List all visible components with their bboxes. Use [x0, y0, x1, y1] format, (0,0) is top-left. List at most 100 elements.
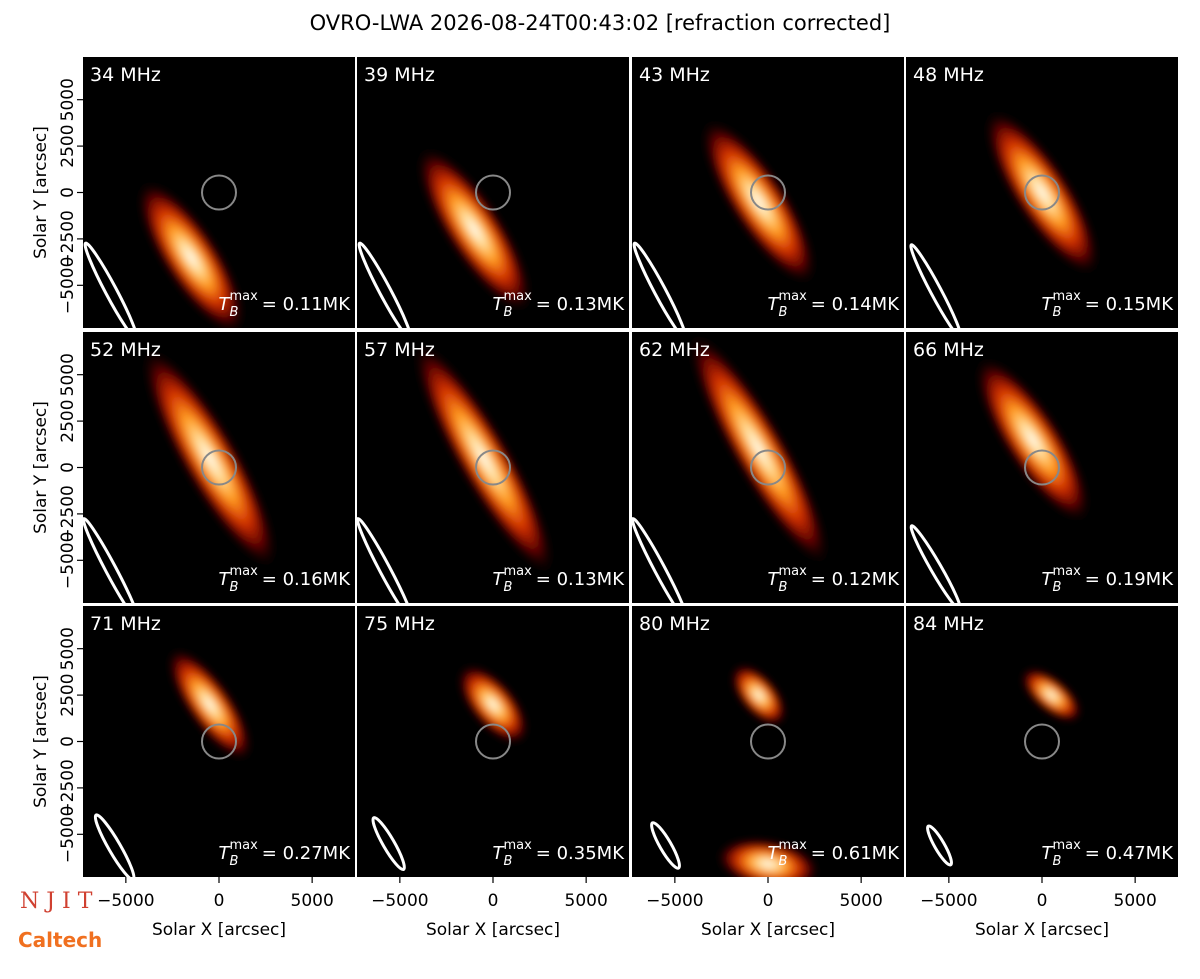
y-tick-label: 2500	[58, 399, 78, 442]
tmax-label: TBmax = 0.11MK	[219, 289, 352, 320]
frequency-label: 48 MHz	[913, 64, 984, 86]
x-tick-label: 5000	[565, 891, 608, 911]
tmax-symbol: T	[768, 843, 781, 864]
image	[357, 341, 555, 603]
solar-limb	[475, 449, 511, 486]
tmax-value: = 0.12MK	[811, 569, 900, 590]
y-tick-label: −5000	[58, 257, 78, 315]
tmax-label: TBmax = 0.13MK	[493, 564, 626, 595]
tmax-value: = 0.14MK	[811, 294, 900, 315]
beam	[83, 517, 140, 603]
tmax-symbol: T	[493, 569, 506, 590]
tmax-symbol: T	[768, 294, 781, 315]
solar-limb	[750, 174, 786, 211]
y-tick-label: 5000	[58, 353, 78, 396]
tmax-label: TBmax = 0.61MK	[768, 838, 901, 869]
tmax-sub: B	[779, 580, 788, 595]
image	[909, 109, 1100, 328]
solar-limb	[201, 174, 237, 211]
y-axis-label: Solar Y [arcsec]	[31, 126, 51, 259]
frequency-label: 62 MHz	[639, 339, 710, 361]
beam	[371, 816, 406, 872]
image	[632, 119, 817, 328]
y-tick-label: −5000	[58, 806, 78, 864]
tmax-sup: max	[503, 289, 532, 304]
tmax-sub: B	[230, 305, 239, 320]
panel: 71 MHz TBmax = 0.27MK	[83, 606, 355, 877]
y-tick-label: 2500	[58, 124, 78, 167]
image	[83, 347, 278, 603]
beam	[632, 241, 688, 328]
tmax-symbol: T	[1042, 843, 1055, 864]
solar-limb	[1024, 174, 1060, 211]
beam	[650, 821, 681, 870]
emission	[416, 146, 533, 313]
solar-limb	[750, 723, 786, 760]
emission	[457, 664, 529, 745]
tmax-value: = 0.13MK	[536, 294, 625, 315]
tmax-value: = 0.11MK	[262, 294, 351, 315]
y-tick-label: −2500	[58, 485, 78, 543]
panel: 48 MHz TBmax = 0.15MK	[906, 57, 1178, 328]
beam	[926, 824, 953, 867]
tmax-sub: B	[1053, 580, 1062, 595]
x-axis-label: Solar X [arcsec]	[975, 920, 1109, 940]
frequency-label: 84 MHz	[913, 613, 984, 635]
tmax-value: = 0.15MK	[1085, 294, 1174, 315]
y-tick-label: 0	[58, 187, 78, 198]
beam	[83, 241, 139, 328]
panel: 43 MHz TBmax = 0.14MK	[632, 57, 904, 328]
tmax-sup: max	[229, 564, 258, 579]
solar-limb	[1024, 723, 1060, 760]
frequency-label: 43 MHz	[639, 64, 710, 86]
x-tick-label: −5000	[371, 891, 429, 911]
x-tick-label: 5000	[1114, 891, 1157, 911]
image	[83, 174, 246, 328]
y-tick-label: −5000	[58, 532, 78, 590]
tmax-symbol: T	[1042, 294, 1055, 315]
x-tick-label: 5000	[291, 891, 334, 911]
tmax-sup: max	[229, 289, 258, 304]
tmax-value: = 0.35MK	[536, 843, 625, 864]
image	[371, 664, 529, 872]
tmax-symbol: T	[768, 569, 781, 590]
x-tick-label: 0	[214, 891, 225, 911]
panel: 57 MHz TBmax = 0.13MK	[357, 332, 629, 603]
image	[357, 146, 533, 328]
beam	[909, 524, 962, 603]
tmax-symbol: T	[219, 843, 232, 864]
logo-njit: N J I T	[20, 889, 93, 914]
emission	[716, 838, 820, 877]
panel: 66 MHz TBmax = 0.19MK	[906, 332, 1178, 603]
x-tick-label: 0	[1037, 891, 1048, 911]
frequency-label: 39 MHz	[364, 64, 435, 86]
emission	[137, 180, 246, 328]
tmax-symbol: T	[219, 294, 232, 315]
panel-background	[357, 606, 629, 877]
logo-caltech: Caltech	[18, 928, 102, 952]
tmax-sub: B	[230, 854, 239, 869]
tmax-sup: max	[778, 564, 807, 579]
panel-background	[632, 606, 904, 877]
tmax-sub: B	[1053, 305, 1062, 320]
emission	[687, 332, 830, 566]
panel: 62 MHz TBmax = 0.12MK	[632, 332, 904, 603]
panel: 80 MHz TBmax = 0.61MK	[632, 606, 904, 877]
y-axis-label: Solar Y [arcsec]	[31, 401, 51, 534]
panel: 75 MHz TBmax = 0.35MK	[357, 606, 629, 877]
panel: 34 MHz TBmax = 0.11MK	[83, 57, 355, 328]
panel: 84 MHz TBmax = 0.47MK	[906, 606, 1178, 877]
tmax-sup: max	[778, 289, 807, 304]
figure-title: OVRO-LWA 2026-08-24T00:43:02 [refraction…	[310, 11, 891, 35]
x-axis-label: Solar X [arcsec]	[426, 920, 560, 940]
tmax-sub: B	[779, 854, 788, 869]
frequency-label: 75 MHz	[364, 613, 435, 635]
x-tick-label: −5000	[646, 891, 704, 911]
beam	[357, 241, 413, 328]
y-tick-label: −2500	[58, 210, 78, 268]
tmax-value: = 0.47MK	[1085, 843, 1174, 864]
tmax-value: = 0.19MK	[1085, 569, 1174, 590]
solar-limb	[475, 174, 511, 211]
panel: 52 MHz TBmax = 0.16MK	[83, 332, 355, 603]
